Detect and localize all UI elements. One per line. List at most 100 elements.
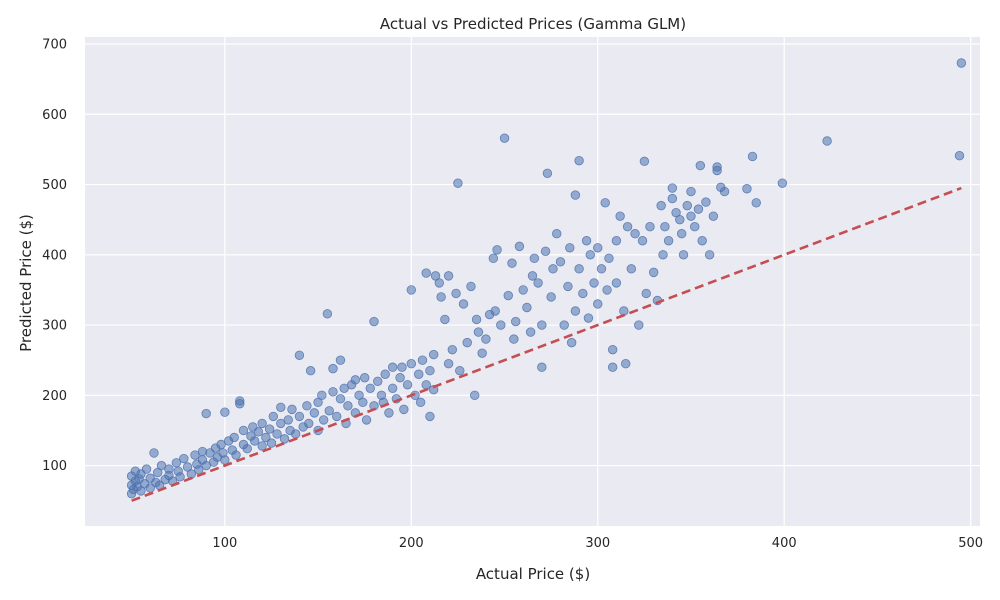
- data-point: [304, 418, 314, 429]
- data-point: [648, 267, 659, 278]
- data-point: [440, 314, 450, 325]
- data-point: [462, 337, 472, 348]
- data-point: [264, 424, 275, 434]
- data-point: [473, 327, 484, 337]
- data-point: [566, 337, 577, 348]
- data-point: [954, 151, 965, 161]
- data-point: [559, 320, 569, 330]
- x-tick-label: 100: [212, 536, 237, 551]
- data-point: [302, 401, 312, 411]
- data-point: [704, 250, 715, 260]
- data-point: [667, 193, 678, 204]
- y-tick-label: 600: [42, 108, 67, 123]
- data-point: [565, 243, 575, 253]
- x-tick-label: 200: [399, 536, 424, 551]
- data-point: [527, 271, 538, 281]
- data-point: [434, 278, 444, 288]
- data-point: [451, 288, 461, 299]
- data-point: [469, 390, 480, 401]
- data-point: [235, 399, 245, 409]
- x-axis-ticks: 100 200 300 400 500: [212, 536, 983, 551]
- data-point: [447, 344, 458, 355]
- data-point: [548, 264, 558, 274]
- data-point: [626, 264, 637, 274]
- data-point: [682, 200, 692, 211]
- data-point: [499, 133, 510, 143]
- data-point: [496, 320, 506, 330]
- data-point: [488, 253, 499, 264]
- data-point: [712, 165, 722, 176]
- y-tick-label: 100: [42, 459, 67, 474]
- data-point: [261, 432, 271, 443]
- data-point: [324, 406, 334, 416]
- data-point: [141, 464, 152, 474]
- data-point: [492, 245, 502, 255]
- data-point: [318, 415, 329, 425]
- data-point: [658, 250, 668, 260]
- data-point: [406, 359, 417, 369]
- data-point: [596, 264, 607, 274]
- data-point: [425, 366, 435, 376]
- data-point: [701, 197, 711, 207]
- data-point: [471, 314, 482, 325]
- data-point: [542, 168, 553, 179]
- data-point: [365, 383, 375, 393]
- data-point: [317, 390, 327, 401]
- y-tick-label: 200: [42, 389, 67, 404]
- data-point: [546, 292, 556, 302]
- data-point: [641, 288, 651, 299]
- data-point: [719, 186, 730, 197]
- data-point: [593, 299, 603, 309]
- data-point: [621, 359, 631, 369]
- data-point: [156, 460, 167, 471]
- data-point: [578, 288, 588, 299]
- data-point: [742, 184, 752, 194]
- data-point: [570, 190, 581, 200]
- plot-area: [85, 37, 980, 526]
- data-point: [335, 355, 346, 365]
- data-point: [611, 236, 622, 246]
- data-point: [615, 211, 625, 221]
- data-point: [639, 156, 650, 167]
- data-point: [358, 397, 368, 408]
- data-point: [518, 285, 528, 295]
- data-point: [678, 250, 689, 260]
- data-point: [339, 383, 349, 393]
- data-point: [220, 407, 230, 417]
- data-point: [540, 246, 551, 256]
- data-point: [509, 334, 519, 344]
- data-point: [283, 415, 293, 425]
- data-point: [634, 320, 644, 330]
- data-point: [421, 380, 431, 390]
- data-point: [406, 285, 417, 295]
- data-point: [656, 200, 666, 211]
- data-point: [477, 348, 487, 358]
- data-point: [257, 441, 267, 451]
- data-point: [272, 429, 282, 439]
- data-point: [667, 183, 678, 193]
- data-point: [466, 281, 476, 292]
- x-tick-label: 300: [585, 536, 610, 551]
- data-point: [328, 387, 338, 397]
- data-point: [436, 292, 446, 302]
- data-point: [490, 306, 500, 316]
- reference-line: [131, 186, 962, 502]
- data-point: [373, 376, 383, 386]
- data-point: [229, 432, 239, 443]
- data-point: [708, 211, 719, 221]
- data-point: [574, 155, 584, 166]
- data-point: [593, 243, 603, 253]
- data-point: [507, 258, 517, 268]
- data-point: [522, 302, 532, 313]
- data-point: [220, 455, 230, 465]
- data-point: [276, 402, 286, 412]
- y-axis-ticks: 100 200 300 400 500 600 700: [42, 38, 67, 475]
- data-point: [622, 221, 633, 232]
- data-point: [695, 160, 706, 171]
- data-point: [294, 350, 305, 360]
- data-point: [600, 198, 610, 208]
- data-point: [276, 418, 286, 429]
- data-point: [268, 411, 279, 422]
- data-point: [359, 373, 370, 383]
- data-point: [190, 450, 200, 460]
